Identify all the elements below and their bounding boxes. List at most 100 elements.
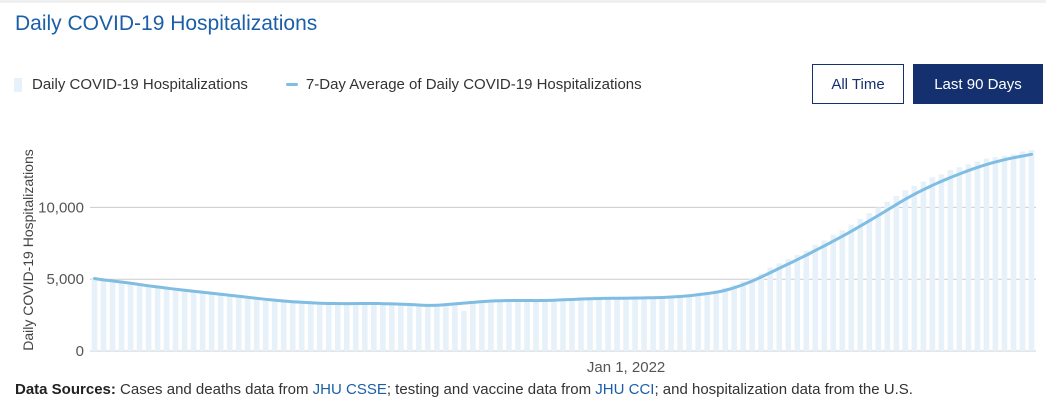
- legend-line-label: 7-Day Average of Daily COVID-19 Hospital…: [305, 76, 642, 93]
- bar: [470, 302, 476, 351]
- bar: [352, 303, 359, 351]
- bar: [749, 277, 755, 351]
- data-sources: Data Sources: Cases and deaths data from…: [15, 381, 913, 398]
- bar: [830, 234, 837, 351]
- bar: [614, 298, 620, 351]
- bar: [190, 291, 197, 351]
- bar: [343, 303, 350, 351]
- bar: [1010, 154, 1017, 351]
- bar: [145, 285, 152, 351]
- bar: [434, 305, 440, 351]
- bar: [740, 281, 746, 351]
- bar: [812, 244, 819, 351]
- sources-label: Data Sources:: [15, 381, 116, 398]
- bar: [938, 174, 945, 351]
- bar: [911, 185, 918, 351]
- bar: [623, 297, 629, 351]
- bar: [857, 218, 864, 351]
- bar: [533, 300, 539, 351]
- bar: [172, 289, 179, 351]
- bar: [452, 303, 458, 351]
- bar: [298, 302, 305, 351]
- legend-item-bars[interactable]: Daily COVID-19 Hospitalizations: [14, 76, 248, 93]
- jhu-csse-link[interactable]: JHU CSSE: [312, 381, 387, 398]
- bar: [127, 282, 134, 351]
- bar: [722, 287, 728, 351]
- bar: [271, 301, 278, 351]
- bar: [947, 170, 954, 351]
- bar: [974, 161, 981, 351]
- bar: [181, 289, 188, 351]
- bar: [425, 306, 431, 351]
- bar: [100, 279, 107, 351]
- bar: [992, 157, 999, 351]
- bar: [280, 302, 287, 351]
- bar: [244, 297, 251, 351]
- bar: [461, 310, 467, 351]
- bar: [1019, 151, 1026, 351]
- bar: [686, 295, 692, 351]
- bar: [316, 303, 323, 351]
- bar: [199, 292, 206, 351]
- legend: Daily COVID-19 Hospitalizations 7-Day Av…: [14, 76, 680, 93]
- bar: [983, 158, 990, 351]
- bar: [776, 263, 783, 351]
- bar: [497, 300, 503, 351]
- bar: [118, 281, 125, 351]
- bar: [596, 298, 602, 351]
- bar: [524, 300, 530, 351]
- bar: [893, 195, 900, 351]
- bar: [875, 207, 882, 351]
- bar: [848, 224, 855, 351]
- chart-title: Daily COVID-19 Hospitalizations: [15, 12, 318, 35]
- legend-item-line[interactable]: 7-Day Average of Daily COVID-19 Hospital…: [285, 76, 642, 93]
- bar: [515, 300, 521, 351]
- bar: [866, 213, 873, 351]
- bar: [632, 297, 638, 351]
- bar-series: [91, 150, 1035, 351]
- bar: [605, 297, 611, 351]
- bar: [884, 201, 891, 351]
- bar: [217, 295, 224, 351]
- bar: [767, 267, 774, 351]
- bar: [929, 177, 936, 351]
- y-tick-label: 0: [76, 343, 84, 360]
- x-tick-label: Jan 1, 2022: [587, 359, 665, 376]
- bar: [154, 286, 161, 351]
- bar: [136, 284, 143, 351]
- bar: [650, 297, 656, 351]
- bar: [389, 303, 395, 351]
- bar: [289, 302, 296, 351]
- bar: [956, 167, 963, 351]
- bar: [704, 292, 710, 351]
- bar: [253, 299, 260, 351]
- last-90-days-button[interactable]: Last 90 Days: [913, 64, 1043, 104]
- bar: [506, 299, 512, 351]
- bar: [668, 296, 674, 351]
- bar: [407, 304, 413, 351]
- bar: [821, 240, 828, 351]
- bar: [262, 300, 269, 351]
- all-time-button[interactable]: All Time: [812, 64, 904, 104]
- bar: [794, 254, 801, 351]
- sources-text-2: ; testing and vaccine data from: [386, 381, 596, 398]
- bar: [380, 303, 386, 351]
- bar: [109, 280, 116, 351]
- bar: [1001, 155, 1008, 351]
- bar: [785, 259, 792, 351]
- bar: [235, 297, 242, 351]
- jhu-cci-link[interactable]: JHU CCI: [595, 381, 655, 398]
- bar: [839, 230, 846, 351]
- bar: [641, 297, 647, 351]
- bar: [551, 300, 557, 351]
- line-swatch-icon: [285, 83, 298, 86]
- bar: [758, 273, 765, 351]
- bar: [569, 299, 575, 351]
- bar: [587, 297, 593, 351]
- top-divider: [0, 0, 1046, 3]
- bar: [479, 300, 485, 351]
- bar: [902, 190, 909, 351]
- bar: [163, 287, 170, 351]
- bar: [1028, 150, 1035, 351]
- sources-text-3: ; and hospitalization data from the U.S.: [654, 381, 913, 398]
